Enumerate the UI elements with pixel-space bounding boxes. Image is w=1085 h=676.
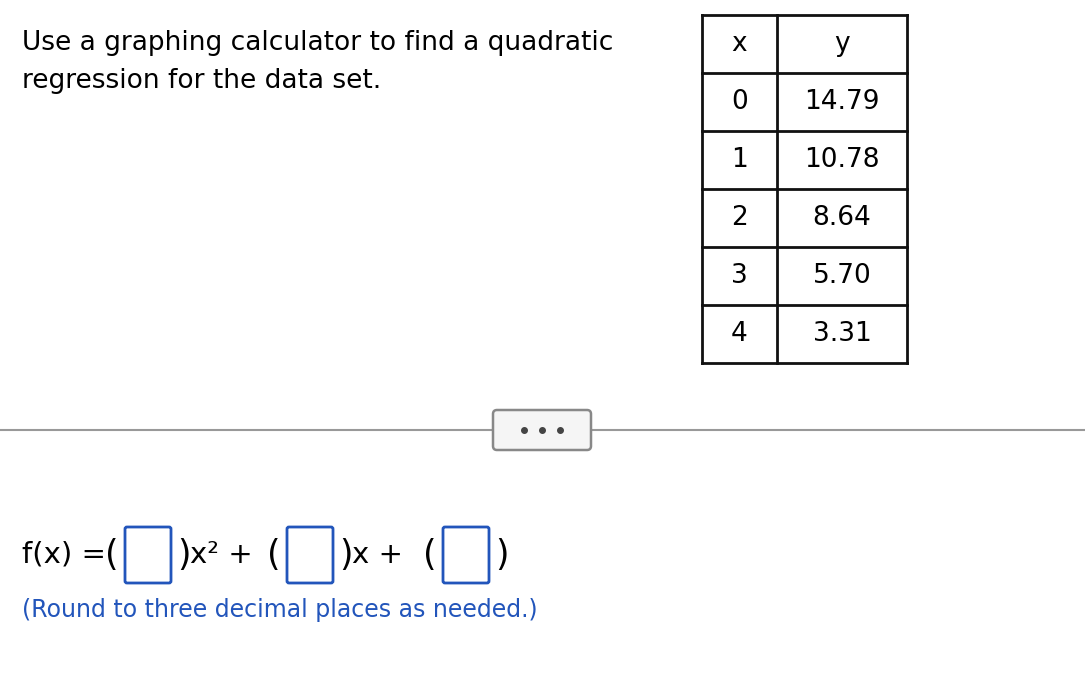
Text: 3.31: 3.31 [813, 321, 871, 347]
Text: 1: 1 [731, 147, 748, 173]
Text: ): ) [339, 538, 353, 572]
Text: (: ( [105, 538, 119, 572]
FancyBboxPatch shape [493, 410, 591, 450]
Text: (: ( [268, 538, 281, 572]
FancyBboxPatch shape [443, 527, 489, 583]
Text: 14.79: 14.79 [804, 89, 880, 115]
Text: 0: 0 [731, 89, 748, 115]
Text: 4: 4 [731, 321, 748, 347]
Text: 8.64: 8.64 [813, 205, 871, 231]
Text: f(x) =: f(x) = [22, 541, 115, 569]
Text: y: y [834, 31, 850, 57]
Text: (: ( [423, 538, 437, 572]
Text: (Round to three decimal places as needed.): (Round to three decimal places as needed… [22, 598, 538, 622]
Text: x² +: x² + [190, 541, 261, 569]
Text: x: x [731, 31, 748, 57]
Text: 2: 2 [731, 205, 748, 231]
Text: x +: x + [352, 541, 412, 569]
Text: 10.78: 10.78 [804, 147, 880, 173]
Text: ): ) [177, 538, 191, 572]
FancyBboxPatch shape [288, 527, 333, 583]
Text: ): ) [495, 538, 509, 572]
FancyBboxPatch shape [125, 527, 171, 583]
Text: Use a graphing calculator to find a quadratic
regression for the data set.: Use a graphing calculator to find a quad… [22, 30, 613, 94]
Text: 5.70: 5.70 [813, 263, 871, 289]
Text: 3: 3 [731, 263, 748, 289]
